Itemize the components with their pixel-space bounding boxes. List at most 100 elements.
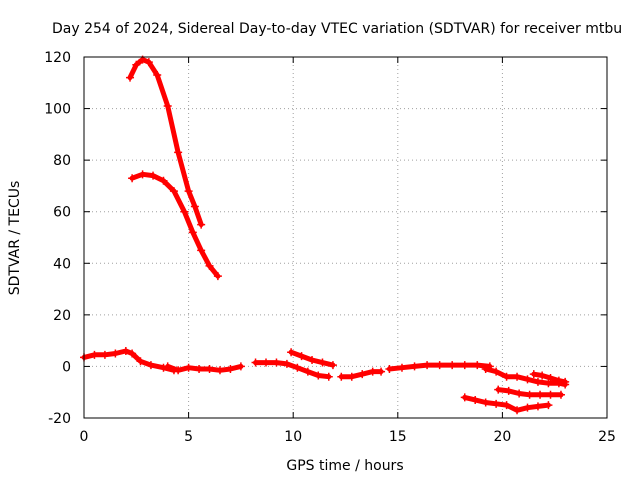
series-arc-11 (460, 393, 553, 415)
data-point (213, 272, 222, 281)
y-tick-label: 60 (53, 205, 71, 221)
series-arc-7 (337, 367, 386, 381)
series-arc-3 (80, 346, 178, 375)
y-tick-label: -20 (48, 411, 71, 427)
data-point (126, 73, 135, 82)
y-tick-label: 20 (53, 308, 71, 324)
data-point (554, 376, 563, 385)
data-point (410, 362, 419, 371)
data-point (435, 361, 444, 370)
x-axis-title: GPS time / hours (286, 458, 403, 474)
data-point (226, 365, 235, 374)
data-point (494, 385, 503, 394)
data-point (546, 374, 555, 383)
data-point (163, 362, 172, 371)
data-point (111, 349, 120, 358)
y-tick-label: 40 (53, 256, 71, 272)
data-point (529, 370, 538, 379)
data-series (80, 55, 570, 415)
data-point (128, 174, 137, 183)
data-point (502, 401, 511, 410)
data-point (190, 202, 199, 211)
series-arc-6 (287, 348, 337, 370)
tick-labels: 0 5 10 15 20 25 -20 0 20 40 60 80 100 120 (44, 50, 616, 445)
data-point (502, 372, 511, 381)
data-point (324, 372, 333, 381)
data-point (492, 367, 501, 376)
data-point (128, 349, 137, 358)
data-point (195, 365, 204, 374)
data-point (368, 367, 377, 376)
data-point (536, 390, 545, 399)
data-point (492, 399, 501, 408)
data-point (188, 228, 197, 237)
data-point (144, 58, 153, 67)
data-point (205, 261, 214, 270)
x-tick-label: 20 (493, 429, 511, 445)
data-point (314, 371, 323, 380)
series-arc-4 (163, 362, 245, 375)
y-tick-label: 120 (44, 50, 71, 66)
data-point (282, 359, 291, 368)
data-point (100, 350, 109, 359)
data-point (205, 365, 214, 374)
series-arc-5 (251, 358, 333, 381)
data-point (184, 363, 193, 372)
plot-frame (83, 56, 608, 419)
data-point (515, 389, 524, 398)
data-point (328, 361, 337, 370)
series-trace (129, 171, 221, 279)
data-point (504, 386, 513, 395)
data-point (174, 366, 183, 375)
data-point (481, 398, 490, 407)
x-tick-label: 0 (80, 429, 89, 445)
data-point (471, 395, 480, 404)
data-point (513, 372, 522, 381)
data-point (561, 377, 570, 386)
data-point (423, 361, 432, 370)
x-tick-label: 25 (598, 429, 616, 445)
series-trace (127, 57, 204, 228)
y-tick-label: 0 (62, 359, 71, 375)
y-tick-label: 100 (44, 102, 71, 118)
data-point (262, 358, 271, 367)
data-point (347, 372, 356, 381)
x-tick-label: 15 (389, 429, 407, 445)
data-point (377, 367, 386, 376)
series-arc-8 (385, 361, 494, 374)
data-point (513, 406, 522, 415)
data-point (448, 361, 457, 370)
data-point (297, 352, 306, 361)
x-tick-label: 10 (284, 429, 302, 445)
data-point (197, 220, 206, 229)
series-arc-1 (126, 55, 206, 229)
data-point (146, 361, 155, 370)
y-axis-title: SDTVAR / TECUs (7, 181, 23, 296)
data-point (546, 390, 555, 399)
axis-ticks (83, 56, 608, 419)
data-point (136, 357, 145, 366)
data-point (215, 366, 224, 375)
series-arc-12 (494, 385, 565, 399)
grid-lines (84, 57, 607, 418)
data-point (121, 346, 130, 355)
data-point (538, 371, 547, 380)
data-point (460, 361, 469, 370)
data-point (473, 361, 482, 370)
series-arc-2 (128, 170, 222, 281)
chart-title: Day 254 of 2024, Sidereal Day-to-day VTE… (52, 21, 622, 37)
data-point (385, 365, 394, 374)
data-point (149, 171, 158, 180)
x-tick-label: 5 (184, 429, 193, 445)
data-point (303, 367, 312, 376)
data-point (180, 207, 189, 216)
data-point (138, 170, 147, 179)
data-point (159, 176, 168, 185)
series-trace (81, 348, 177, 373)
data-point (236, 362, 245, 371)
series-arc-9 (481, 365, 570, 389)
data-point (460, 393, 469, 402)
data-point (533, 377, 542, 386)
y-tick-label: 80 (53, 153, 71, 169)
